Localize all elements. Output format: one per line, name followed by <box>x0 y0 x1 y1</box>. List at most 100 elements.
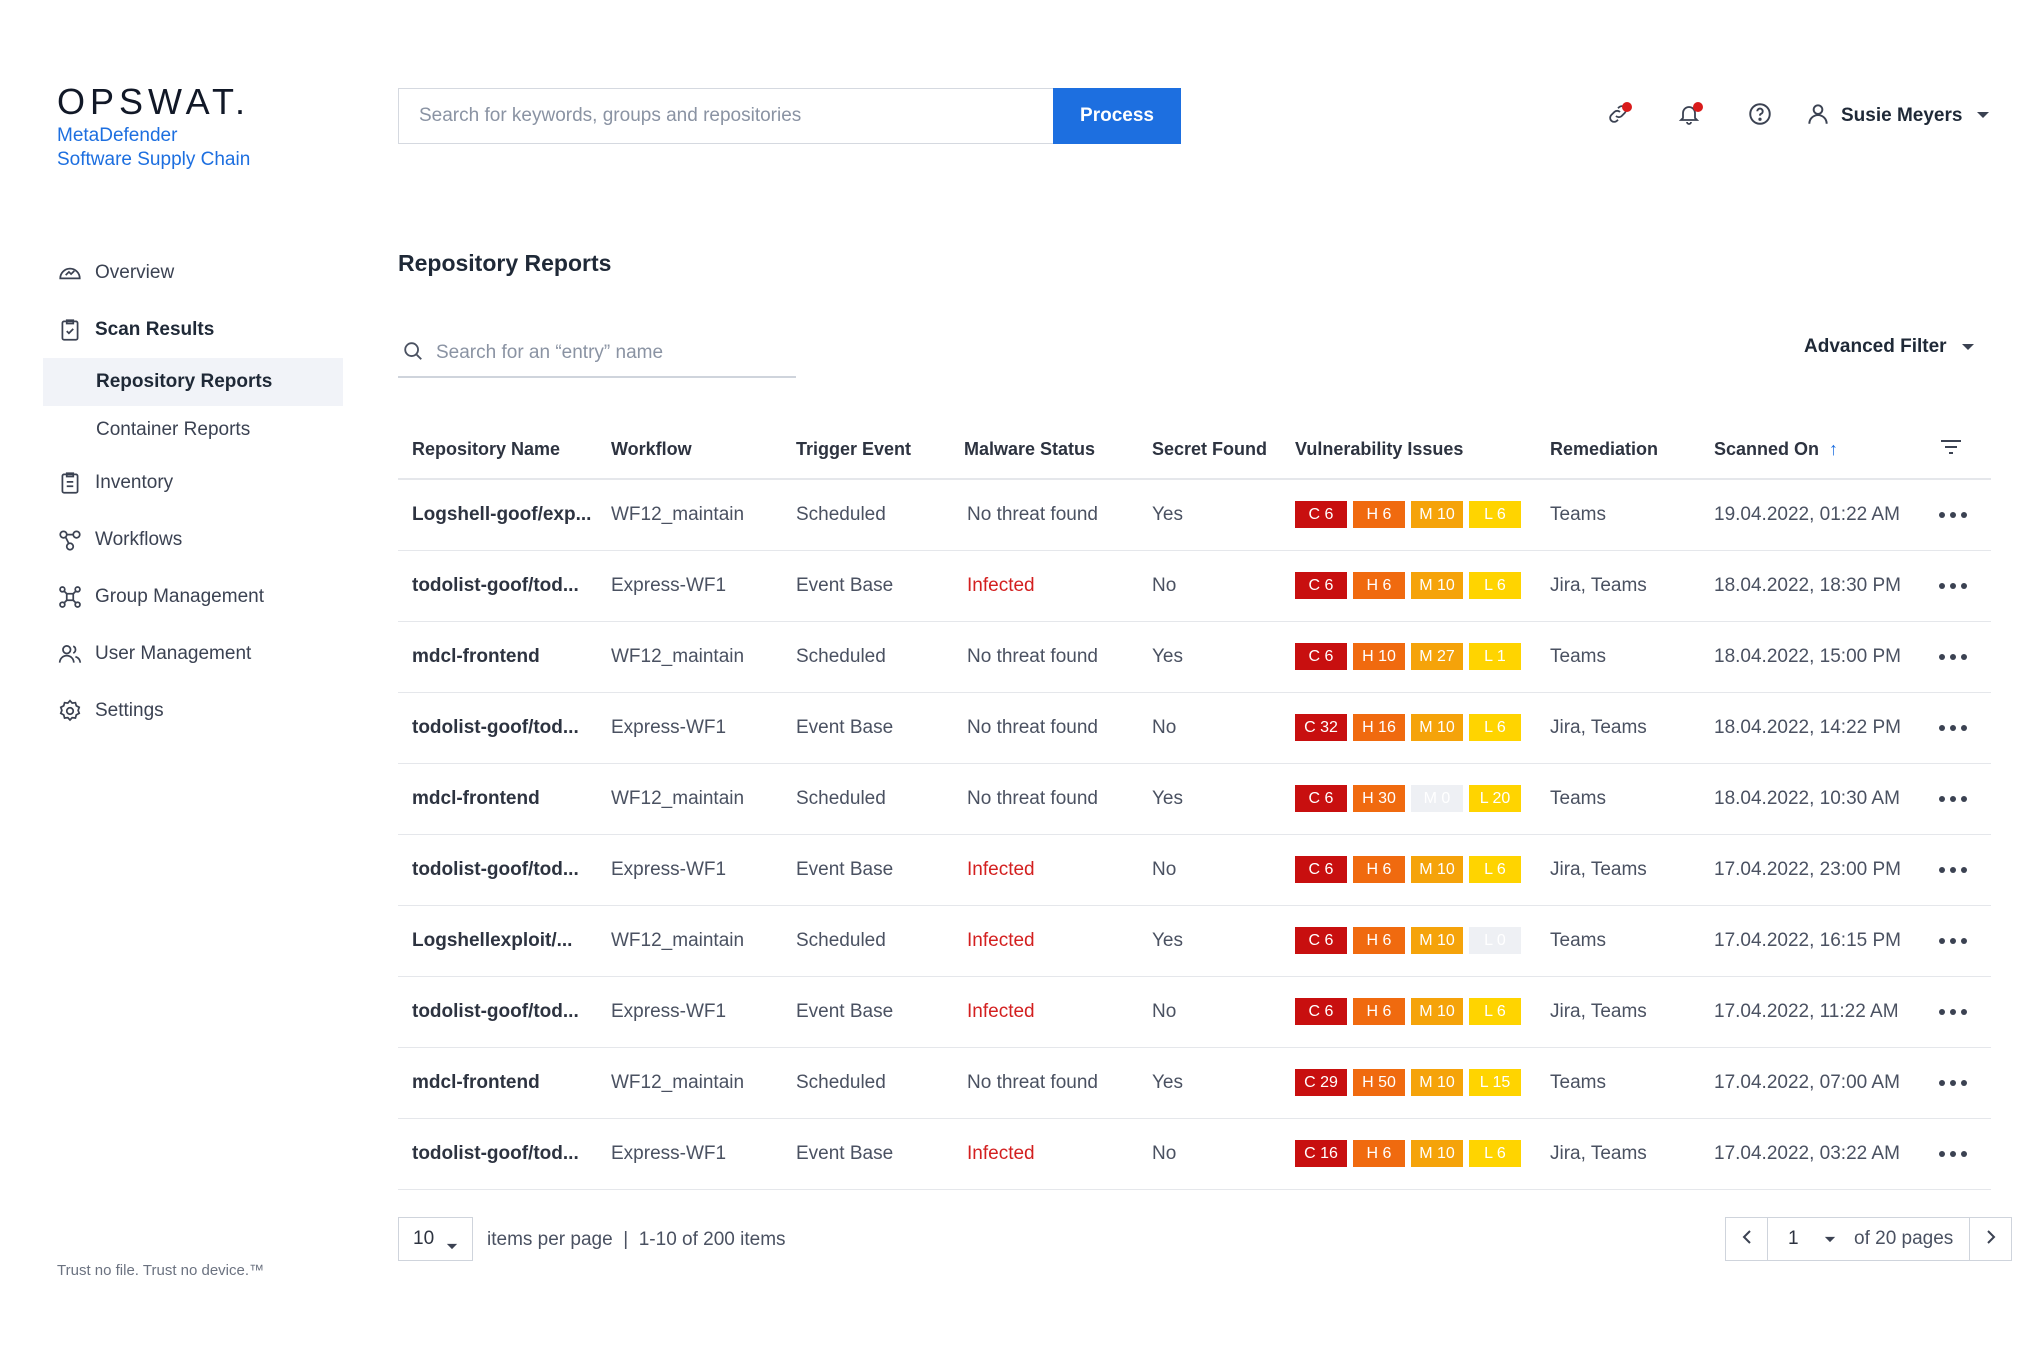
cell-malware-status: No threat found <box>950 692 1138 764</box>
cell-repository-name[interactable]: todolist-goof/tod... <box>398 550 597 622</box>
cell-workflow: Express-WF1 <box>597 550 782 622</box>
cell-repository-name[interactable]: Logshell-goof/exp... <box>398 479 597 551</box>
tagline: Trust no file. Trust no device.™ <box>57 1262 265 1279</box>
row-actions-button[interactable] <box>1925 763 1991 835</box>
sidebar-item-container-reports[interactable]: Container Reports <box>96 419 251 440</box>
row-actions-button[interactable] <box>1925 976 1991 1048</box>
high-badge: H 6 <box>1353 501 1405 529</box>
medium-badge: M 10 <box>1411 1069 1463 1096</box>
integration-link-button[interactable] <box>1602 100 1634 132</box>
sidebar-item-repository-reports[interactable]: Repository Reports <box>43 358 343 406</box>
table-row[interactable]: mdcl-frontend WF12_maintain Scheduled No th… <box>398 1047 1991 1119</box>
entry-search-input[interactable] <box>436 342 776 364</box>
row-actions-button[interactable] <box>1925 1118 1991 1190</box>
col-header-secret-found[interactable]: Secret Found <box>1138 421 1281 480</box>
cell-scanned-on: 18.04.2022, 15:00 PM <box>1700 621 1925 693</box>
chevron-down-icon <box>1961 336 1975 358</box>
more-horizontal-icon <box>1939 1079 1991 1086</box>
cell-repository-name[interactable]: todolist-goof/tod... <box>398 692 597 764</box>
cell-secret-found: No <box>1138 692 1281 764</box>
col-header-repository-name[interactable]: Repository Name <box>398 421 597 480</box>
row-actions-button[interactable] <box>1925 550 1991 622</box>
row-actions-button[interactable] <box>1925 479 1991 551</box>
sidebar-nav: Overview Scan Results Repository Reports… <box>43 244 343 739</box>
pagination-summary: items per page | 1-10 of 200 items <box>487 1229 786 1250</box>
col-header-malware-status[interactable]: Malware Status <box>950 421 1138 480</box>
items-per-page-select[interactable]: 10 <box>398 1217 473 1261</box>
notifications-button[interactable] <box>1673 100 1705 132</box>
user-menu[interactable]: Susie Meyers <box>1805 100 1990 132</box>
cell-repository-name[interactable]: mdcl-frontend <box>398 621 597 693</box>
gauge-icon <box>57 260 83 286</box>
row-actions-button[interactable] <box>1925 621 1991 693</box>
global-search-input[interactable] <box>419 105 1053 127</box>
cell-scanned-on: 17.04.2022, 23:00 PM <box>1700 834 1925 906</box>
column-settings-button[interactable] <box>1925 421 1991 480</box>
page-select[interactable]: 1 of 20 pages <box>1768 1218 1969 1260</box>
cell-malware-status: No threat found <box>950 763 1138 835</box>
cell-scanned-on: 18.04.2022, 18:30 PM <box>1700 550 1925 622</box>
cell-trigger-event: Scheduled <box>782 479 950 551</box>
cell-repository-name[interactable]: Logshellexploit/... <box>398 905 597 977</box>
cell-repository-name[interactable]: todolist-goof/tod... <box>398 1118 597 1190</box>
col-header-remediation[interactable]: Remediation <box>1536 421 1700 480</box>
low-badge: L 0 <box>1469 927 1521 954</box>
sidebar-item-group-management[interactable]: Group Management <box>43 568 343 625</box>
table-row[interactable]: Logshell-goof/exp... WF12_maintain Schedul… <box>398 479 1991 551</box>
sidebar-item-scan-results[interactable]: Scan Results <box>43 301 343 358</box>
cell-remediation: Jira, Teams <box>1536 834 1700 906</box>
table-row[interactable]: todolist-goof/tod... Express-WF1 Event Bas… <box>398 550 1991 622</box>
cell-malware-status: Infected <box>950 905 1138 977</box>
low-badge: L 20 <box>1469 785 1521 812</box>
cell-secret-found: Yes <box>1138 905 1281 977</box>
col-header-trigger-event[interactable]: Trigger Event <box>782 421 950 480</box>
cell-scanned-on: 18.04.2022, 10:30 AM <box>1700 763 1925 835</box>
table-row[interactable]: todolist-goof/tod... Express-WF1 Event Bas… <box>398 834 1991 906</box>
cell-workflow: WF12_maintain <box>597 479 782 551</box>
cell-repository-name[interactable]: mdcl-frontend <box>398 1047 597 1119</box>
more-horizontal-icon <box>1939 1008 1991 1015</box>
medium-badge: M 10 <box>1411 572 1463 599</box>
chevron-right-icon <box>1985 1229 1997 1250</box>
row-actions-button[interactable] <box>1925 905 1991 977</box>
cell-repository-name[interactable]: mdcl-frontend <box>398 763 597 835</box>
table-row[interactable]: Logshellexploit/... WF12_maintain Schedule… <box>398 905 1991 977</box>
table-row[interactable]: todolist-goof/tod... Express-WF1 Event Bas… <box>398 692 1991 764</box>
help-button[interactable] <box>1744 100 1776 132</box>
cell-trigger-event: Event Base <box>782 550 950 622</box>
col-header-workflow[interactable]: Workflow <box>597 421 782 480</box>
advanced-filter-dropdown[interactable]: Advanced Filter <box>1804 336 1975 358</box>
row-actions-button[interactable] <box>1925 692 1991 764</box>
sidebar-item-user-management[interactable]: User Management <box>43 625 343 682</box>
table-row[interactable]: todolist-goof/tod... Express-WF1 Event Bas… <box>398 1118 1991 1190</box>
row-actions-button[interactable] <box>1925 834 1991 906</box>
sidebar-item-label: Group Management <box>95 585 264 607</box>
repository-reports-table: Repository Name Workflow Trigger Event M… <box>398 421 1991 1190</box>
col-header-scanned-on[interactable]: Scanned On ↑ <box>1700 421 1925 480</box>
table-row[interactable]: todolist-goof/tod... Express-WF1 Event Bas… <box>398 976 1991 1048</box>
chevron-down-icon <box>1824 1228 1836 1250</box>
sidebar-item-overview[interactable]: Overview <box>43 244 343 301</box>
next-page-button[interactable] <box>1969 1218 2011 1260</box>
sidebar-item-inventory[interactable]: Inventory <box>43 454 343 511</box>
cell-repository-name[interactable]: todolist-goof/tod... <box>398 976 597 1048</box>
process-button[interactable]: Process <box>1053 88 1181 144</box>
advanced-filter-label: Advanced Filter <box>1804 336 1947 357</box>
high-badge: H 6 <box>1353 1140 1405 1167</box>
row-actions-button[interactable] <box>1925 1047 1991 1119</box>
table-row[interactable]: mdcl-frontend WF12_maintain Scheduled No th… <box>398 763 1991 835</box>
table-row[interactable]: mdcl-frontend WF12_maintain Scheduled No th… <box>398 621 1991 693</box>
previous-page-button[interactable] <box>1726 1218 1768 1260</box>
page-title: Repository Reports <box>398 250 612 276</box>
cell-trigger-event: Event Base <box>782 692 950 764</box>
sidebar-item-label: Settings <box>95 699 164 721</box>
sidebar-item-settings[interactable]: Settings <box>43 682 343 739</box>
medium-badge: M 10 <box>1411 998 1463 1025</box>
cell-repository-name[interactable]: todolist-goof/tod... <box>398 834 597 906</box>
col-header-vulnerability-issues[interactable]: Vulnerability Issues <box>1281 421 1536 480</box>
sidebar-item-workflows[interactable]: Workflows <box>43 511 343 568</box>
cell-secret-found: Yes <box>1138 763 1281 835</box>
